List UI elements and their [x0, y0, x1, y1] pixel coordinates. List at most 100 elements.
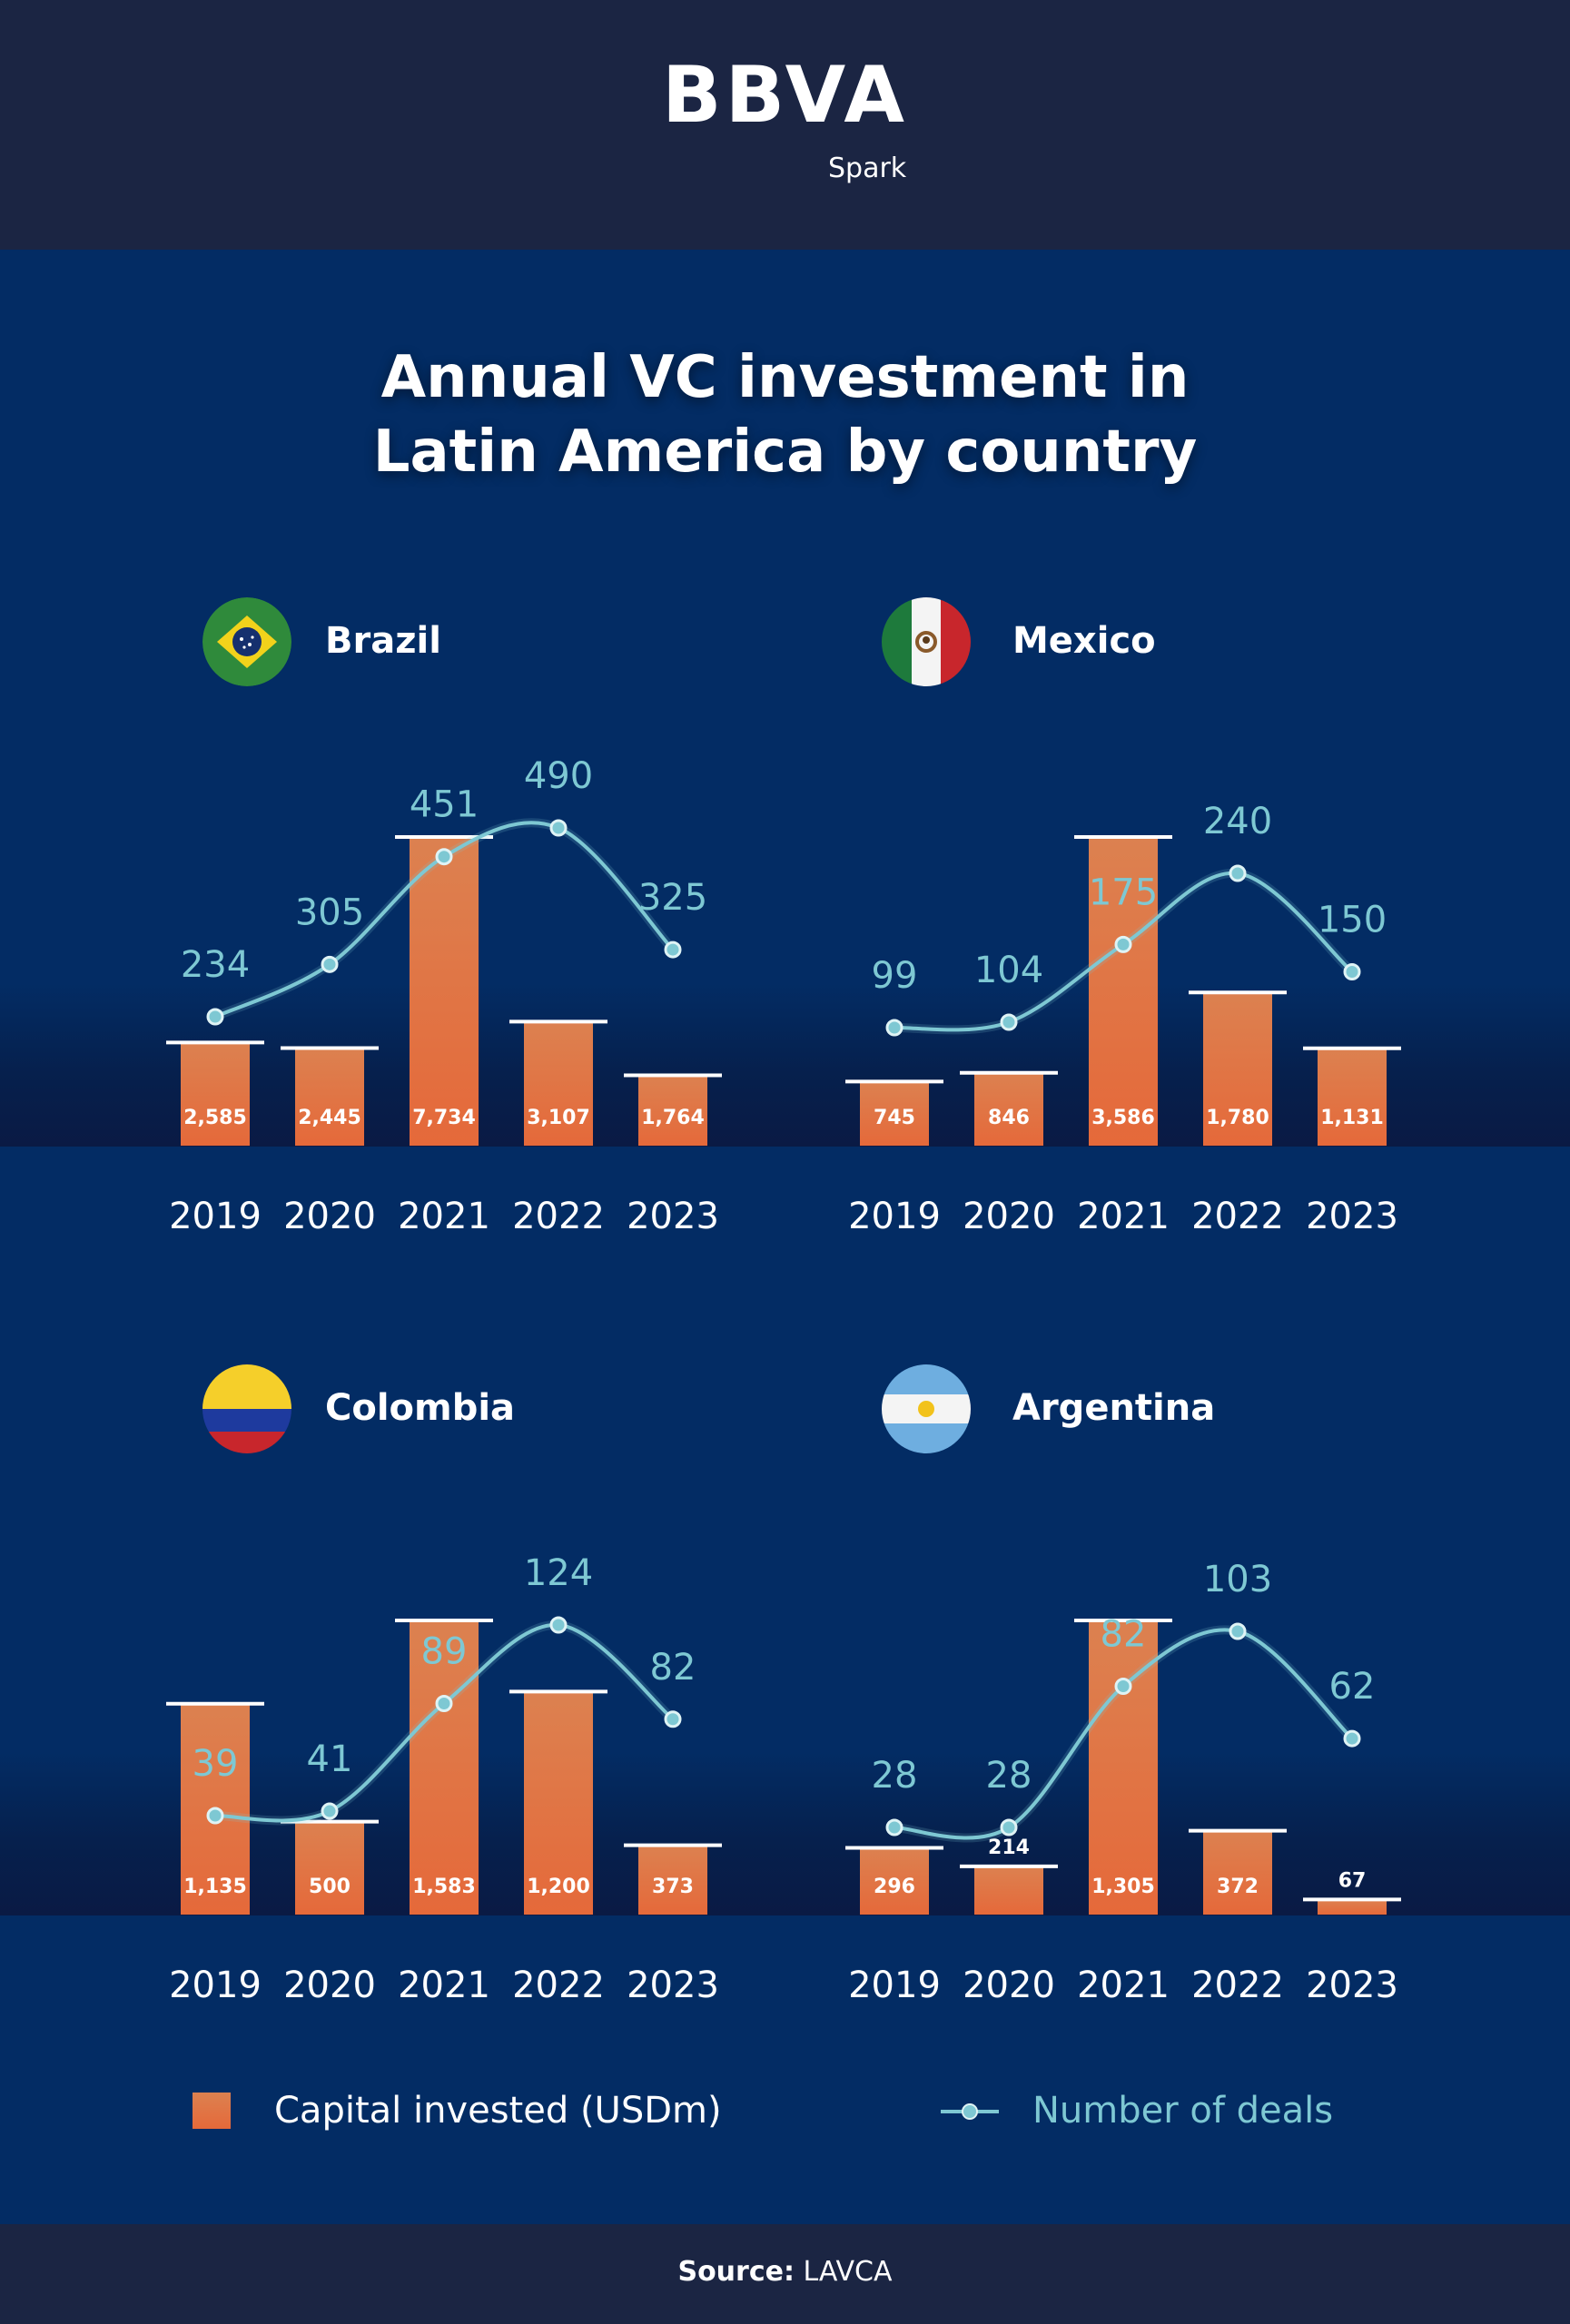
year-label-brazil-2020: 2020	[283, 1196, 376, 1237]
deals-point-argentina-2020	[1000, 1818, 1018, 1837]
year-label-argentina-2020: 2020	[963, 1965, 1055, 2006]
bar-value-colombia-2020: 500	[309, 1876, 351, 1898]
country-name-colombia: Colombia	[325, 1387, 516, 1429]
footer	[0, 2224, 1570, 2324]
bar-colombia-2023	[638, 1845, 707, 1915]
bar-mexico-2023	[1318, 1048, 1387, 1146]
chart-baseline-band-bottom	[0, 1752, 1570, 1915]
bar-argentina-2023	[1318, 1899, 1387, 1915]
year-label-colombia-2019: 2019	[169, 1965, 262, 2006]
deals-label-brazil-2023: 325	[638, 877, 707, 919]
bar-value-brazil-2023: 1,764	[641, 1107, 705, 1129]
deals-label-mexico-2021: 175	[1089, 872, 1158, 913]
deals-label-mexico-2023: 150	[1318, 900, 1387, 941]
deals-label-brazil-2020: 305	[295, 891, 364, 933]
bar-value-mexico-2019: 745	[874, 1107, 915, 1129]
bar-value-argentina-2021: 1,305	[1091, 1876, 1155, 1898]
bar-value-argentina-2019: 296	[874, 1876, 915, 1898]
year-label-brazil-2021: 2021	[398, 1196, 490, 1237]
deals-label-brazil-2021: 451	[410, 784, 479, 826]
bar-mexico-2020	[974, 1072, 1043, 1146]
bar-argentina-2022	[1203, 1830, 1272, 1915]
legend-line-icon	[941, 2103, 999, 2120]
logo-subtitle: Spark	[828, 153, 907, 184]
chart-colombia: 1,135 2019 500 2020 1,583 2021 1,200 2022 373 202…	[166, 1552, 722, 2006]
bar-value-colombia-2021: 1,583	[412, 1876, 476, 1898]
deals-label-colombia-2021: 89	[421, 1630, 468, 1672]
deals-point-mexico-2020	[1000, 1013, 1018, 1031]
bar-argentina-2020	[974, 1866, 1043, 1915]
year-label-colombia-2020: 2020	[283, 1965, 376, 2006]
chart-mexico: 745 2019 846 2020 3,586 2021 1,780 2022 1,131 202…	[845, 801, 1401, 1237]
year-label-mexico-2022: 2022	[1191, 1196, 1284, 1237]
bar-value-mexico-2022: 1,780	[1206, 1107, 1269, 1129]
brazil-flag-icon	[202, 597, 291, 686]
bar-value-mexico-2023: 1,131	[1320, 1107, 1384, 1129]
legend-bar-swatch	[193, 2093, 231, 2129]
bar-brazil-2019	[181, 1042, 250, 1146]
year-label-mexico-2019: 2019	[848, 1196, 941, 1237]
deals-point-colombia-2020	[321, 1802, 339, 1820]
deals-point-colombia-2021	[435, 1694, 453, 1712]
bar-value-mexico-2021: 3,586	[1091, 1107, 1155, 1129]
deals-label-colombia-2022: 124	[524, 1552, 593, 1594]
bar-value-argentina-2023: 67	[1338, 1869, 1367, 1892]
country-name-brazil: Brazil	[325, 620, 441, 662]
bar-value-brazil-2020: 2,445	[298, 1107, 361, 1129]
page-title-line-2: Latin America by country	[372, 419, 1198, 486]
deals-point-argentina-2019	[885, 1818, 903, 1837]
deals-label-argentina-2023: 62	[1329, 1666, 1376, 1708]
deals-point-brazil-2020	[321, 955, 339, 973]
deals-label-mexico-2022: 240	[1203, 801, 1272, 842]
bar-brazil-2021	[410, 837, 479, 1146]
country-name-argentina: Argentina	[1012, 1387, 1216, 1429]
bar-colombia-2020	[295, 1821, 364, 1915]
deals-point-brazil-2022	[549, 819, 568, 837]
year-label-mexico-2023: 2023	[1306, 1196, 1398, 1237]
argentina-flag-icon	[882, 1364, 971, 1453]
bar-brazil-2023	[638, 1075, 707, 1146]
chart-argentina: 296 2019 214 2020 1,305 2021 372 2022 67 2023 28 28…	[845, 1559, 1401, 2006]
deals-label-argentina-2021: 82	[1101, 1613, 1147, 1655]
legend-line-label: Number of deals	[1032, 2090, 1334, 2132]
deals-point-mexico-2023	[1343, 963, 1361, 981]
legend-bars-label: Capital invested (USDm)	[274, 2090, 722, 2132]
year-label-mexico-2021: 2021	[1077, 1196, 1170, 1237]
bar-value-brazil-2022: 3,107	[527, 1107, 590, 1129]
year-label-argentina-2019: 2019	[848, 1965, 941, 2006]
deals-point-colombia-2023	[664, 1710, 682, 1728]
bbva-logo: BBVA	[662, 50, 908, 141]
bar-value-colombia-2019: 1,135	[183, 1876, 247, 1898]
deals-label-mexico-2019: 99	[872, 955, 918, 997]
bar-value-colombia-2022: 1,200	[527, 1876, 590, 1898]
bar-brazil-2020	[295, 1048, 364, 1146]
deals-label-mexico-2020: 104	[974, 950, 1043, 991]
year-label-colombia-2022: 2022	[512, 1965, 605, 2006]
year-label-argentina-2021: 2021	[1077, 1965, 1170, 2006]
bar-colombia-2022	[524, 1691, 593, 1915]
bar-mexico-2019	[860, 1081, 929, 1146]
deals-point-argentina-2023	[1343, 1729, 1361, 1748]
deals-label-brazil-2022: 490	[524, 755, 593, 797]
deals-label-colombia-2019: 39	[193, 1743, 239, 1785]
deals-point-brazil-2021	[435, 848, 453, 866]
bar-argentina-2019	[860, 1847, 929, 1915]
bar-value-argentina-2022: 372	[1217, 1876, 1259, 1898]
bar-value-brazil-2019: 2,585	[183, 1107, 247, 1129]
deals-point-mexico-2019	[885, 1019, 903, 1037]
deals-point-mexico-2021	[1114, 935, 1132, 953]
deals-point-colombia-2022	[549, 1616, 568, 1634]
deals-point-argentina-2021	[1114, 1677, 1132, 1695]
bar-mexico-2022	[1203, 992, 1272, 1146]
bar-brazil-2022	[524, 1021, 593, 1146]
bar-mexico-2021	[1089, 837, 1158, 1146]
source-value: LAVCA	[803, 2256, 893, 2288]
bar-value-colombia-2023: 373	[652, 1876, 694, 1898]
source-line: Source: LAVCA	[0, 2256, 1570, 2288]
year-label-brazil-2019: 2019	[169, 1196, 262, 1237]
deals-label-argentina-2020: 28	[986, 1755, 1032, 1797]
year-label-colombia-2021: 2021	[398, 1965, 490, 2006]
deals-label-brazil-2019: 234	[181, 944, 250, 986]
deals-point-colombia-2019	[206, 1807, 224, 1825]
